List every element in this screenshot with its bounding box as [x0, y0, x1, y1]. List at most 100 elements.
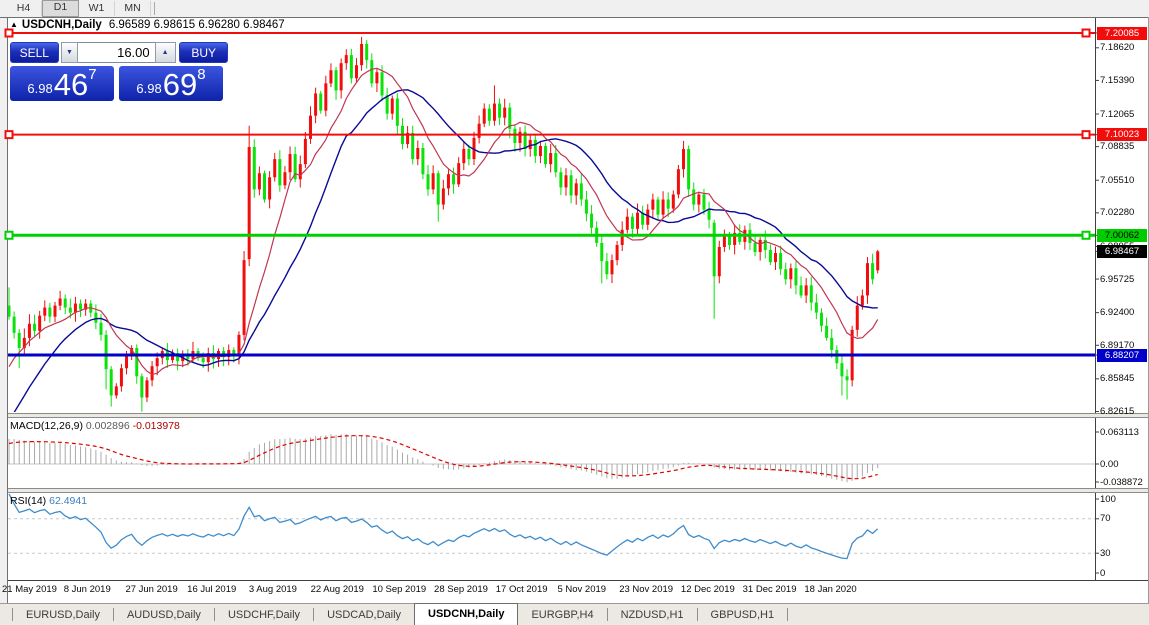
- candle: [63, 294, 67, 315]
- rsi-tick-label: 70: [1100, 513, 1111, 525]
- date-label: 28 Sep 2019: [434, 584, 488, 595]
- buy-price-sup: 8: [197, 66, 206, 83]
- candle: [257, 166, 261, 196]
- candle: [206, 347, 210, 372]
- sell-button[interactable]: SELL: [10, 42, 59, 63]
- timeframe-button-w1[interactable]: W1: [79, 1, 115, 16]
- sell-price-display[interactable]: 6.98 46 7: [10, 66, 114, 101]
- candle: [12, 311, 16, 339]
- candle: [119, 363, 123, 392]
- candle: [349, 48, 353, 84]
- candle: [114, 383, 118, 399]
- price-badge: 6.88207: [1097, 348, 1147, 362]
- candle: [656, 196, 660, 220]
- volume-decrease-button[interactable]: ▼: [61, 42, 78, 63]
- candle: [298, 155, 302, 188]
- chart-tab-usdchf-daily[interactable]: USDCHF,Daily: [227, 609, 301, 621]
- candle: [615, 241, 619, 266]
- candle: [58, 290, 62, 311]
- chart-expand-icon[interactable]: ▲: [10, 20, 18, 29]
- chart-tab-audusd-daily[interactable]: AUDUSD,Daily: [126, 609, 201, 621]
- price-tick-label: 7.08835: [1100, 141, 1135, 153]
- candle: [554, 145, 558, 178]
- date-label: 10 Sep 2019: [372, 584, 427, 595]
- candle: [8, 287, 11, 320]
- hline-handle-right[interactable]: [1081, 130, 1091, 140]
- candle: [590, 205, 594, 234]
- rsi-panel-splitter[interactable]: [8, 488, 1148, 493]
- chart-tab-usdcnh-daily[interactable]: USDCNH,Daily: [414, 603, 519, 625]
- macd-name: MACD(12,26,9): [10, 420, 83, 432]
- candle: [784, 262, 788, 285]
- sell-price-sup: 7: [88, 66, 97, 83]
- date-label: 5 Nov 2019: [557, 584, 607, 595]
- candle: [871, 253, 875, 285]
- candle: [661, 191, 665, 220]
- chart-tab-eurgbp-h4[interactable]: EURGBP,H4: [531, 609, 594, 621]
- candle: [406, 126, 410, 149]
- price-tick-label: 6.95725: [1100, 273, 1135, 285]
- candle: [523, 125, 527, 157]
- candle: [411, 125, 415, 165]
- candle: [636, 203, 640, 235]
- price-badge: 7.00062: [1097, 228, 1147, 242]
- rsi-level-lines: [8, 518, 1095, 554]
- candle: [288, 146, 292, 181]
- rsi-name: RSI(14): [10, 495, 47, 507]
- date-label: 3 Aug 2019: [248, 584, 297, 595]
- chart-tab-nzdusd-h1[interactable]: NZDUSD,H1: [620, 609, 684, 621]
- candle: [687, 145, 691, 198]
- candle: [707, 201, 711, 229]
- tab-separator: [696, 608, 698, 621]
- candle: [344, 49, 348, 70]
- volume-input[interactable]: [77, 42, 155, 63]
- price-badge: 7.10023: [1097, 128, 1147, 142]
- hline-handle-right[interactable]: [1081, 230, 1091, 240]
- price-tick-label: 6.82615: [1100, 405, 1135, 417]
- candle: [365, 39, 369, 69]
- hline-handle-left[interactable]: [4, 28, 14, 38]
- date-label: 31 Dec 2019: [742, 584, 797, 595]
- candle: [109, 366, 113, 407]
- hline-handle-left[interactable]: [4, 130, 14, 140]
- buy-price-display[interactable]: 6.98 69 8: [119, 66, 223, 101]
- candle: [794, 261, 798, 295]
- chart-tab-gbpusd-h1[interactable]: GBPUSD,H1: [710, 609, 775, 621]
- candle: [804, 278, 808, 303]
- candle: [339, 58, 343, 99]
- chart-tab-eurusd-daily[interactable]: EURUSD,Daily: [26, 609, 100, 621]
- candle: [329, 63, 333, 88]
- timeframe-button-h4[interactable]: H4: [6, 1, 42, 16]
- candle: [559, 167, 563, 195]
- horizontal-line-objects: [4, 28, 1095, 357]
- chart-tab-usdcad-daily[interactable]: USDCAD,Daily: [327, 609, 402, 621]
- price-tick-label: 7.15390: [1100, 74, 1135, 86]
- candle: [600, 235, 604, 284]
- hline-handle-left[interactable]: [4, 230, 14, 240]
- candle: [564, 168, 568, 196]
- tab-separator: [787, 608, 789, 621]
- candle: [421, 142, 425, 180]
- candle: [544, 142, 548, 168]
- date-label: 8 Jun 2019: [63, 584, 111, 595]
- tab-separator: [112, 608, 114, 621]
- ma-fast-line: [8, 67, 879, 376]
- buy-button[interactable]: BUY: [179, 42, 228, 63]
- candle: [845, 369, 849, 400]
- candle: [855, 296, 859, 337]
- timeframe-button-mn[interactable]: MN: [115, 1, 151, 16]
- candle: [84, 299, 88, 316]
- volume-increase-button[interactable]: ▲: [154, 42, 176, 63]
- candle: [498, 98, 502, 126]
- candle: [569, 170, 573, 204]
- chart-title: ▲ USDCNH,Daily 6.96589 6.98615 6.96280 6.9…: [10, 19, 285, 31]
- candle: [354, 58, 358, 83]
- candle: [217, 348, 221, 367]
- candle: [416, 140, 420, 166]
- macd-panel-splitter[interactable]: [8, 413, 1148, 418]
- timeframe-button-d1[interactable]: D1: [42, 0, 79, 17]
- hline-handle-right[interactable]: [1081, 28, 1091, 38]
- price-badge: 7.20085: [1097, 26, 1147, 40]
